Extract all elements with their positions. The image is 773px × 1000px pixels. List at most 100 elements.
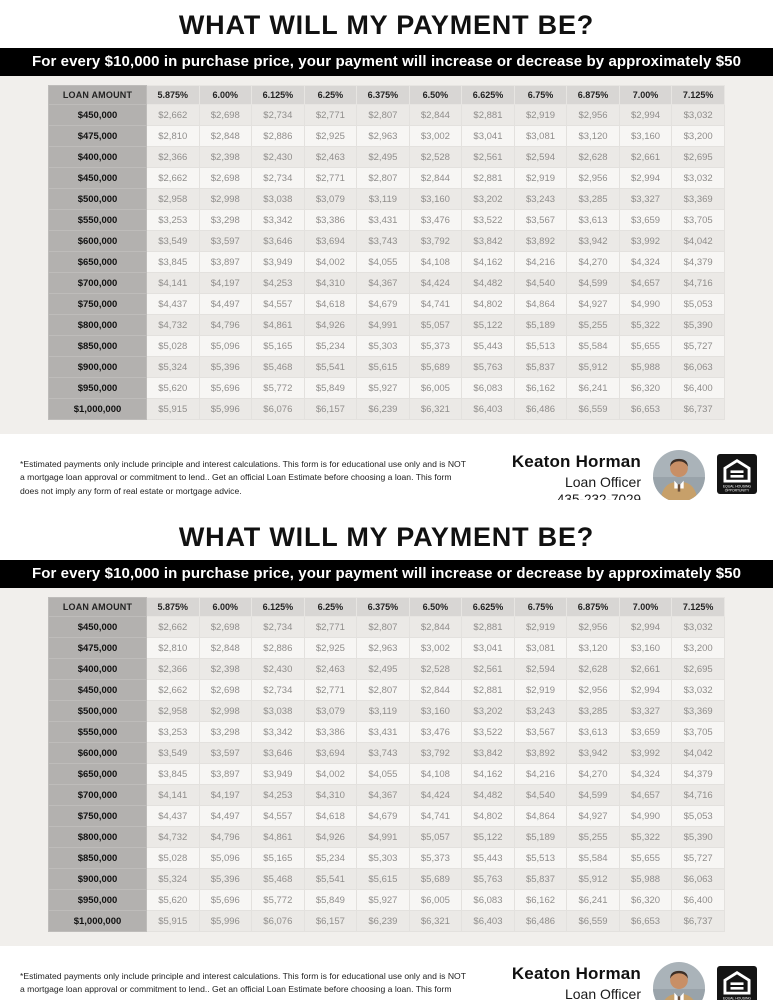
payment-cell: $3,705	[671, 721, 725, 743]
loan-amount-cell: $450,000	[48, 167, 147, 189]
equal-housing-icon: EQUAL HOUSING OPPORTUNITY	[717, 966, 757, 1000]
table-row: $475,000 $2,810 $2,848 $2,886 $2,925 $2,963 $3…	[48, 637, 725, 659]
payment-cell: $2,771	[303, 616, 358, 638]
payment-cell: $4,055	[356, 763, 410, 785]
payment-cell: $6,653	[618, 398, 673, 420]
payment-cell: $3,522	[461, 209, 515, 231]
payment-cell: $4,657	[618, 272, 673, 294]
payment-cell: $2,366	[146, 146, 200, 168]
payment-cell: $3,298	[198, 209, 253, 231]
payment-cell: $3,160	[618, 637, 673, 659]
table-row: $450,000 $2,662 $2,698 $2,734 $2,771 $2,807 $2…	[48, 616, 725, 638]
loan-amount-cell: $500,000	[48, 700, 147, 722]
payment-cell: $2,919	[513, 167, 568, 189]
contact-block: Keaton Horman Loan Officer 435-232-7029	[512, 450, 641, 500]
payment-cell: $5,655	[618, 335, 673, 357]
payment-cell: $6,486	[513, 398, 568, 420]
loan-amount-cell: $700,000	[48, 272, 147, 294]
eho-text-line1: EQUAL HOUSING	[723, 485, 751, 489]
payment-cell: $5,396	[198, 356, 253, 378]
payment-cell: $3,327	[618, 700, 673, 722]
payment-cell: $2,994	[618, 104, 673, 126]
payment-cell: $3,992	[618, 230, 673, 252]
payment-cell: $5,620	[146, 889, 200, 911]
payment-cell: $4,599	[566, 784, 620, 806]
payment-cell: $5,390	[671, 826, 725, 848]
payment-cell: $6,241	[566, 377, 620, 399]
payment-cell: $4,732	[146, 314, 200, 336]
payment-cell: $3,845	[146, 763, 200, 785]
payment-cell: $3,369	[671, 700, 725, 722]
payment-cell: $2,963	[356, 637, 410, 659]
table-row: $450,000 $2,662 $2,698 $2,734 $2,771 $2,807 $2…	[48, 679, 725, 701]
payment-cell: $5,322	[618, 826, 673, 848]
payment-cell: $4,141	[146, 784, 200, 806]
payment-cell: $6,083	[461, 889, 515, 911]
payment-cell: $4,861	[251, 826, 305, 848]
payment-cell: $4,802	[461, 293, 515, 315]
payment-cell: $4,741	[408, 805, 463, 827]
payment-cell: $4,216	[513, 251, 568, 273]
subtitle-banner: For every $10,000 in purchase price, you…	[0, 48, 773, 76]
payment-cell: $6,241	[566, 889, 620, 911]
table-row: $950,000 $5,620 $5,696 $5,772 $5,849 $5,927 $6…	[48, 377, 725, 399]
payment-cell: $6,737	[671, 398, 725, 420]
table-row: $550,000 $3,253 $3,298 $3,342 $3,386 $3,431 $3…	[48, 721, 725, 743]
payment-cell: $3,002	[408, 637, 463, 659]
payment-cell: $3,342	[251, 209, 305, 231]
payment-cell: $3,549	[146, 742, 200, 764]
payment-cell: $3,792	[408, 230, 463, 252]
payment-cell: $5,324	[146, 868, 200, 890]
payment-cell: $6,162	[513, 889, 568, 911]
payment-cell: $4,324	[618, 763, 673, 785]
payment-cell: $3,892	[513, 230, 568, 252]
contact-phone: 435-232-7029	[556, 492, 641, 500]
payment-cell: $6,653	[618, 910, 673, 932]
payment-cell: $3,743	[356, 230, 410, 252]
payment-cell: $3,892	[513, 742, 568, 764]
payment-cell: $6,737	[671, 910, 725, 932]
payment-cell: $3,243	[513, 700, 568, 722]
loan-amount-cell: $550,000	[48, 209, 147, 231]
payment-cell: $3,431	[356, 209, 410, 231]
loan-amount-cell: $600,000	[48, 742, 147, 764]
payment-cell: $5,255	[566, 826, 620, 848]
payment-cell: $4,716	[671, 272, 725, 294]
payment-cell: $2,594	[513, 658, 568, 680]
payment-cell: $5,996	[198, 910, 253, 932]
payment-cell: $4,108	[408, 763, 463, 785]
payment-cell: $3,041	[461, 125, 515, 147]
payment-cell: $2,398	[198, 146, 253, 168]
payment-cell: $3,200	[671, 125, 725, 147]
payment-cell: $4,716	[671, 784, 725, 806]
payment-cell: $3,160	[408, 700, 463, 722]
rate-header: 6.625%	[461, 85, 515, 105]
table-row: $500,000 $2,958 $2,998 $3,038 $3,079 $3,119 $3…	[48, 700, 725, 722]
payment-cell: $5,996	[198, 398, 253, 420]
payment-cell: $2,919	[513, 616, 568, 638]
rate-header: 6.75%	[513, 597, 568, 617]
payment-cell: $3,613	[566, 721, 620, 743]
rate-header: 7.00%	[618, 597, 673, 617]
payment-cell: $2,998	[198, 188, 253, 210]
payment-cell: $6,321	[408, 398, 463, 420]
payment-cell: $2,958	[146, 188, 200, 210]
payment-cell: $4,991	[356, 826, 410, 848]
payment-cell: $4,482	[461, 272, 515, 294]
payment-cell: $5,584	[566, 847, 620, 869]
payment-cell: $4,741	[408, 293, 463, 315]
table-row: $750,000 $4,437 $4,497 $4,557 $4,618 $4,679 $4…	[48, 293, 725, 315]
payment-cell: $5,915	[146, 398, 200, 420]
payment-cell: $6,559	[566, 910, 620, 932]
payment-cell: $2,881	[461, 616, 515, 638]
rate-header: 6.875%	[566, 597, 620, 617]
footer: *Estimated payments only include princip…	[0, 946, 773, 1000]
payment-cell: $5,373	[408, 847, 463, 869]
payment-cell: $5,468	[251, 868, 305, 890]
payment-cell: $3,032	[671, 679, 725, 701]
page-title: WHAT WILL MY PAYMENT BE?	[178, 522, 595, 552]
payment-cell: $4,270	[566, 763, 620, 785]
table-row: $400,000 $2,366 $2,398 $2,430 $2,463 $2,495 $2…	[48, 146, 725, 168]
payment-cell: $3,032	[671, 104, 725, 126]
payment-cell: $5,696	[198, 889, 253, 911]
